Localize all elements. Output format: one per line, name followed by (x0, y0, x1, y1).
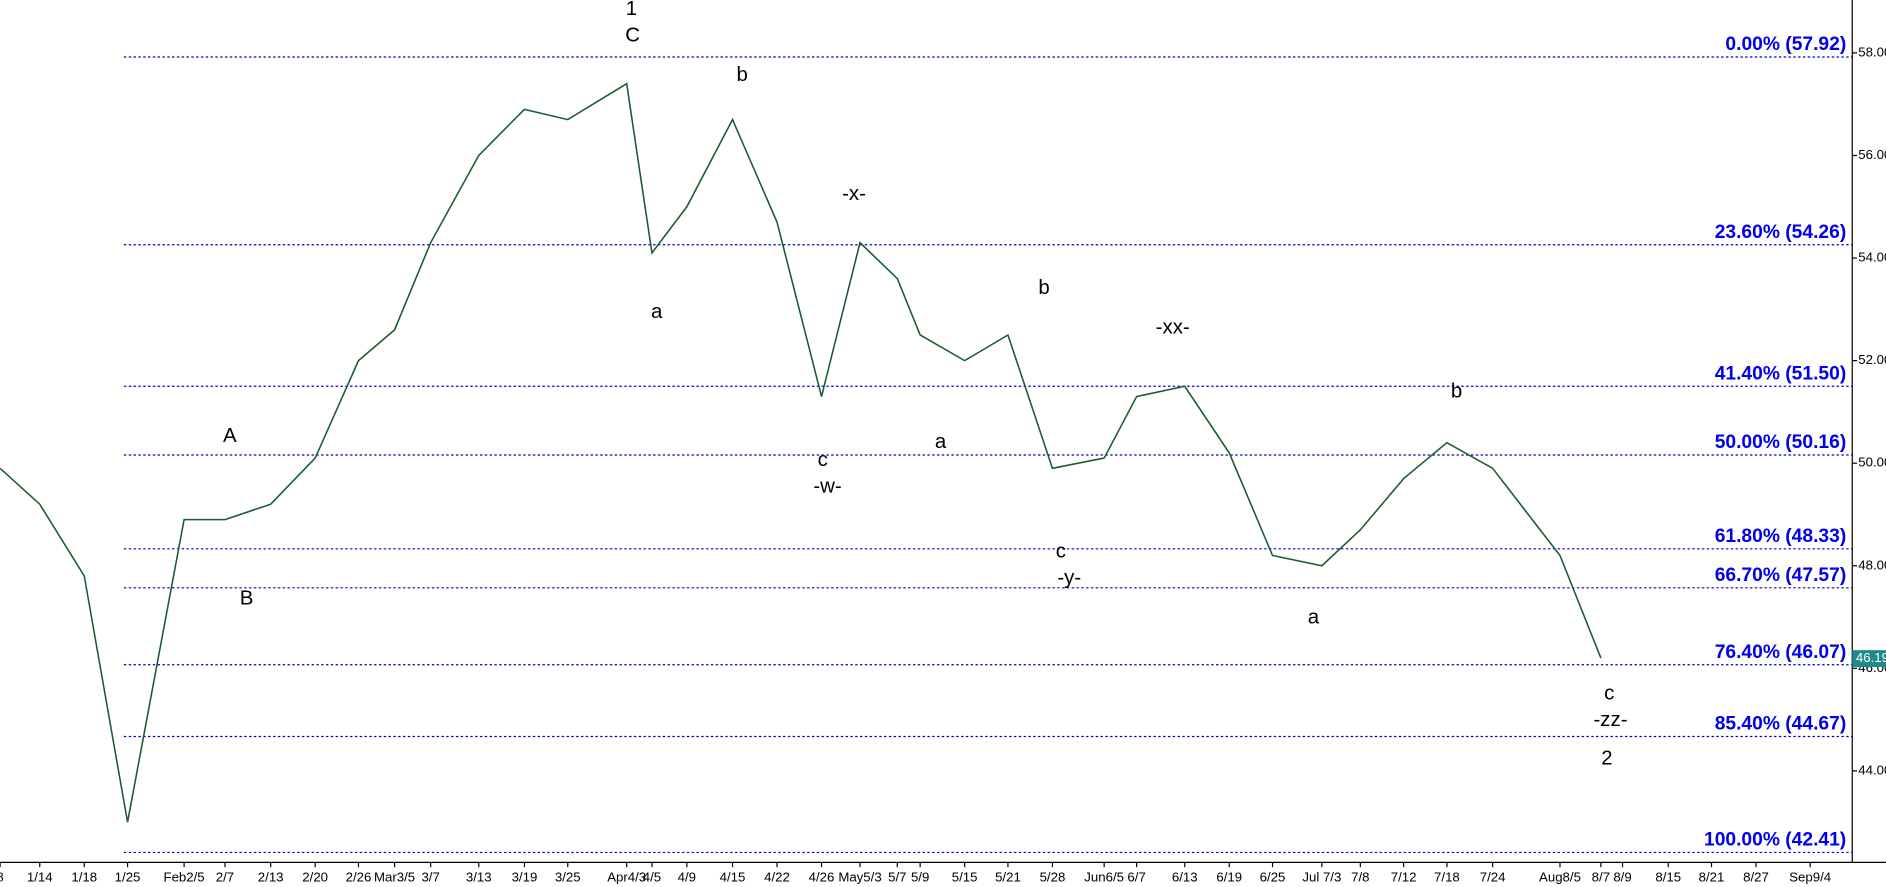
wave-label: -w- (813, 475, 841, 498)
y-tick-label: 56.00 (1858, 147, 1886, 162)
wave-label: c (1604, 681, 1614, 704)
x-tick-label: 7/18 (1434, 869, 1460, 884)
y-tick-label: 52.00 (1858, 352, 1886, 367)
price-line (0, 82, 1602, 823)
x-tick-label: 6/13 (1172, 869, 1198, 884)
wave-label: c (1056, 539, 1066, 562)
x-tick-label: 3/13 (466, 869, 492, 884)
fib-label: 41.40% (51.50) (1715, 363, 1847, 384)
x-tick-label: 4/15 (720, 869, 746, 884)
x-tick-label: Apr4/3 (607, 869, 646, 884)
wave-label: 2 (1601, 746, 1612, 769)
x-tick-label: 1/14 (27, 869, 53, 884)
x-tick-label: 6/7 (1127, 869, 1145, 884)
y-tick-label: 44.00 (1858, 762, 1886, 777)
fib-label: 50.00% (50.16) (1715, 432, 1847, 453)
x-tick-label: 3/25 (555, 869, 581, 884)
x-tick-label: 2/26 (346, 869, 372, 884)
x-tick-label: 7/12 (1391, 869, 1417, 884)
wave-label: -x- (842, 182, 866, 205)
wave-label: c (818, 448, 828, 471)
x-tick-label: 5/7 (888, 869, 906, 884)
x-tick-label: 4/5 (643, 869, 661, 884)
fib-label: 85.40% (44.67) (1715, 714, 1847, 735)
fib-label: 61.80% (48.33) (1715, 526, 1847, 547)
x-tick-label: 5/21 (995, 869, 1021, 884)
x-tick-label: 8/15 (1655, 869, 1681, 884)
x-tick-label: 5/9 (911, 869, 929, 884)
fib-label: 100.00% (42.41) (1704, 829, 1846, 850)
x-tick-label: Jun6/5 (1084, 869, 1124, 884)
x-tick-label: Aug8/5 (1539, 869, 1581, 884)
wave-label: a (935, 430, 947, 453)
x-tick-label: 3/19 (512, 869, 538, 884)
x-tick-label: Feb2/5 (164, 869, 205, 884)
x-tick-label: 8/21 (1699, 869, 1725, 884)
wave-label: a (1308, 606, 1320, 629)
wave-label: -zz- (1593, 708, 1627, 731)
y-tick-label: 48.00 (1858, 557, 1886, 572)
x-tick-label: 6/25 (1260, 869, 1286, 884)
x-tick-label: 5/15 (952, 869, 978, 884)
x-tick-label: 4/9 (678, 869, 696, 884)
wave-label: b (736, 63, 747, 86)
x-tick-label: 2/13 (258, 869, 284, 884)
wave-label: C (625, 23, 640, 46)
x-tick-label: 7/24 (1480, 869, 1506, 884)
fib-label: 0.00% (57.92) (1725, 34, 1846, 55)
x-tick-label: 8/7 (1592, 869, 1610, 884)
x-tick-label: 8 (0, 869, 4, 884)
fib-label: 23.60% (54.26) (1715, 222, 1847, 243)
x-tick-label: Mar3/5 (374, 869, 415, 884)
fib-label: 76.40% (46.07) (1715, 642, 1847, 663)
x-tick-label: 4/26 (809, 869, 835, 884)
x-tick-label: 2/7 (216, 869, 234, 884)
x-tick-label: 2/20 (302, 869, 328, 884)
last-value-tag (1852, 650, 1886, 667)
fib-label: 66.70% (47.57) (1715, 565, 1847, 586)
wave-label: a (651, 300, 663, 323)
y-tick-label: 50.00 (1858, 455, 1886, 470)
x-tick-label: 3/7 (421, 869, 439, 884)
wave-label: b (1451, 379, 1462, 402)
y-tick-label: 58.00 (1858, 44, 1886, 59)
x-tick-label: May5/3 (838, 869, 881, 884)
x-tick-label: 5/28 (1040, 869, 1066, 884)
y-tick-label: 54.00 (1858, 250, 1886, 265)
x-tick-label: 6/19 (1216, 869, 1242, 884)
wave-label: B (240, 586, 254, 609)
x-tick-label: 1/25 (115, 869, 141, 884)
wave-label: 1 (626, 0, 637, 20)
x-tick-label: 7/8 (1351, 869, 1369, 884)
wave-label: A (223, 424, 237, 447)
x-tick-label: Jul 7/3 (1302, 869, 1341, 884)
wave-label: b (1038, 276, 1049, 299)
x-tick-label: Sep9/4 (1789, 869, 1831, 884)
wave-label: -y- (1057, 566, 1081, 589)
last-value-label: 46.19 (1856, 650, 1886, 665)
x-tick-label: 4/22 (764, 869, 790, 884)
wave-label: -xx- (1156, 316, 1190, 339)
x-tick-label: 8/9 (1613, 869, 1631, 884)
x-tick-label: 8/27 (1743, 869, 1769, 884)
x-tick-label: 1/18 (71, 869, 97, 884)
